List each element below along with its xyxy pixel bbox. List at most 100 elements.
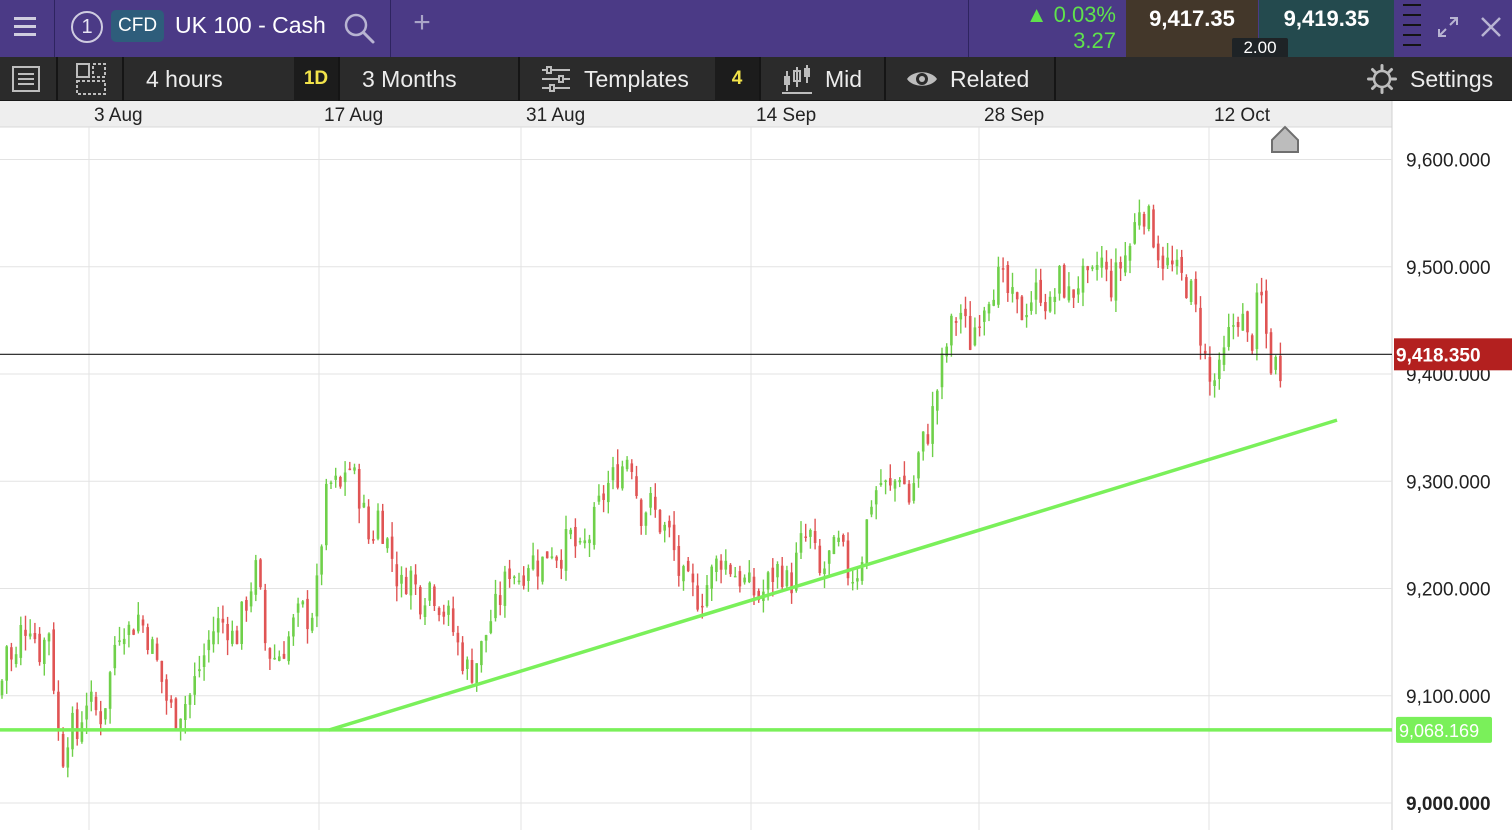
candle-body — [677, 546, 681, 576]
eye-icon[interactable] — [906, 68, 938, 90]
sell-price: 9,417.35 — [1149, 6, 1235, 31]
header-divider — [54, 0, 55, 57]
candle-body — [964, 308, 967, 317]
candle-body — [113, 644, 117, 669]
candle-body — [404, 576, 408, 594]
candle-body — [795, 552, 798, 591]
candle-body — [541, 556, 544, 582]
templates-button[interactable]: Templates — [584, 66, 689, 92]
candle-body — [447, 605, 450, 615]
candle-body — [325, 483, 328, 546]
current-price-tag-label: 9,418.350 — [1396, 345, 1481, 366]
candle-body — [1081, 265, 1085, 293]
candle-body — [292, 617, 295, 637]
candle-body — [85, 705, 88, 720]
candle-body — [569, 529, 572, 535]
candle-body — [818, 545, 822, 573]
search-icon[interactable] — [342, 11, 376, 45]
candle-body — [513, 576, 516, 579]
price-tick-label: 9,500.000 — [1406, 258, 1491, 279]
candle-body — [926, 434, 930, 444]
candle-body — [1189, 280, 1193, 302]
candle-body — [428, 582, 431, 601]
candle-body — [475, 663, 478, 686]
interval-selector[interactable]: 4 hours — [146, 66, 223, 92]
candle-body — [160, 660, 164, 682]
candles-icon[interactable] — [782, 63, 812, 95]
candle-body — [1109, 270, 1113, 298]
side-handle-icon[interactable] — [1400, 0, 1424, 57]
candle-body — [1142, 214, 1146, 227]
candle-body — [997, 266, 1000, 305]
close-icon[interactable] — [1478, 14, 1504, 40]
candle-body — [268, 648, 272, 659]
add-tab-button[interactable]: + — [413, 6, 431, 39]
gear-icon[interactable] — [1367, 64, 1397, 94]
candle-body — [1241, 313, 1245, 331]
candle-body — [809, 530, 812, 537]
date-tick-label: 28 Sep — [984, 105, 1044, 126]
candle-body — [1100, 257, 1104, 268]
candle-body — [1124, 255, 1127, 273]
candle-body — [846, 540, 850, 579]
candle-body — [315, 575, 319, 617]
candle-body — [24, 629, 27, 636]
candle-body — [80, 722, 84, 742]
layout-icon[interactable] — [75, 62, 107, 96]
menu-icon[interactable] — [0, 0, 54, 57]
related-button[interactable]: Related — [950, 66, 1030, 92]
candle-body — [231, 630, 234, 644]
price-mode-selector[interactable]: Mid — [825, 66, 863, 92]
candle-body — [240, 601, 243, 644]
candle-body — [710, 566, 713, 589]
candle-body — [61, 734, 65, 767]
expand-icon[interactable] — [1436, 15, 1460, 39]
price-change-percent: ▲ 0.03% — [1026, 2, 1116, 28]
chart-canvas[interactable]: 3 Aug 17 Aug 31 Aug 14 Sep 28 Sep 12 Oct 9,60… — [0, 101, 1512, 830]
candle-body — [367, 506, 370, 540]
candle-body — [57, 691, 60, 731]
candle-body — [1199, 307, 1202, 346]
instrument-number-badge: 1 — [71, 11, 103, 43]
candle-body — [423, 605, 427, 617]
candle-body — [151, 639, 154, 654]
candle-body — [607, 482, 610, 503]
templates-icon[interactable] — [541, 66, 571, 92]
price-chart[interactable]: 3 Aug 17 Aug 31 Aug 14 Sep 28 Sep 12 Oct 9,60… — [0, 101, 1512, 830]
candle-body — [301, 601, 305, 605]
buy-button[interactable]: 9,419.35 — [1259, 0, 1394, 57]
candle-body — [1138, 212, 1141, 226]
candle-body — [1156, 243, 1160, 261]
candle-body — [235, 630, 239, 645]
trendline[interactable] — [328, 418, 1338, 732]
candle-body — [583, 540, 587, 544]
candle-body — [1152, 209, 1155, 248]
list-icon[interactable] — [11, 65, 41, 93]
candle-body — [249, 591, 253, 607]
candle-body — [550, 556, 554, 558]
candle-body — [451, 608, 455, 633]
candle-body — [531, 555, 535, 570]
candle-body — [729, 564, 732, 575]
candle-body — [940, 353, 944, 388]
candle-body — [912, 483, 916, 501]
candle-body — [1128, 245, 1132, 261]
candle-body — [1105, 261, 1108, 270]
settings-button[interactable]: Settings — [1410, 66, 1494, 92]
instrument-name[interactable]: UK 100 - Cash — [175, 12, 326, 38]
candle-body — [827, 550, 831, 564]
candle-body — [503, 571, 507, 606]
home-marker-icon[interactable] — [1271, 125, 1299, 153]
candle-body — [959, 312, 963, 320]
candle-body — [1072, 289, 1075, 298]
range-selector[interactable]: 3 Months — [362, 66, 457, 92]
candle-body — [118, 640, 121, 642]
candle-body — [978, 326, 981, 328]
candle-body — [221, 618, 225, 623]
interval-badge[interactable]: 1D — [294, 57, 338, 101]
indicator-count-badge[interactable]: 4 — [715, 57, 759, 101]
candle-body — [1067, 286, 1071, 301]
candle-body — [748, 572, 751, 583]
candle-body — [47, 633, 51, 642]
candle-body — [893, 480, 897, 489]
